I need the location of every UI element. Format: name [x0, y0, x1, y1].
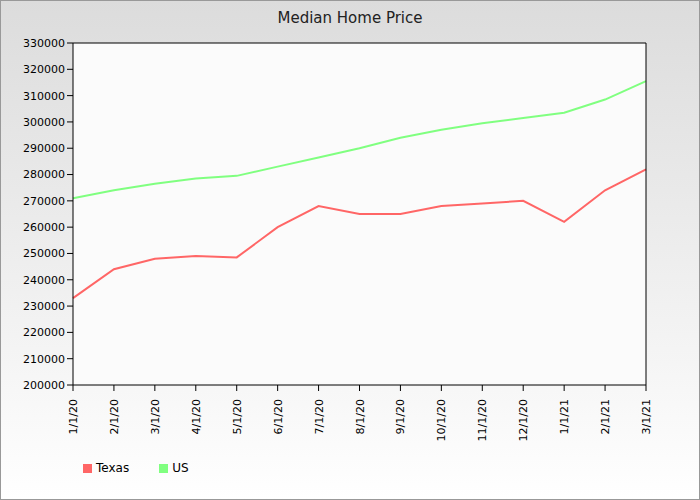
svg-text:300000: 300000 — [23, 116, 65, 129]
html-text:Median Home Price: Median Home Price — [277, 9, 423, 27]
svg-text:290000: 290000 — [23, 142, 65, 155]
svg-text:12/1/20: 12/1/20 — [517, 399, 530, 441]
svg-text:6/1/20: 6/1/20 — [272, 399, 285, 434]
svg-text:9/1/20: 9/1/20 — [394, 399, 407, 434]
svg-text:1/1/20: 1/1/20 — [67, 399, 80, 434]
svg-text:320000: 320000 — [23, 63, 65, 76]
html-text:US: US — [172, 461, 189, 475]
svg-text:8/1/20: 8/1/20 — [354, 399, 367, 434]
svg-text:1/1/21: 1/1/21 — [558, 399, 571, 434]
svg-text:260000: 260000 — [23, 221, 65, 234]
svg-text:220000: 220000 — [23, 326, 65, 339]
svg-text:270000: 270000 — [23, 195, 65, 208]
svg-text:5/1/20: 5/1/20 — [231, 399, 244, 434]
svg-text:250000: 250000 — [23, 247, 65, 260]
svg-text:230000: 230000 — [23, 300, 65, 313]
svg-text:200000: 200000 — [23, 379, 65, 392]
svg-text:4/1/20: 4/1/20 — [190, 399, 203, 434]
svg-text:280000: 280000 — [23, 168, 65, 181]
svg-text:10/1/20: 10/1/20 — [435, 399, 448, 441]
svg-text:310000: 310000 — [23, 90, 65, 103]
svg-text:3/1/20: 3/1/20 — [149, 399, 162, 434]
svg-text:7/1/20: 7/1/20 — [313, 399, 326, 434]
html-text:Texas: Texas — [96, 461, 130, 475]
svg-text:2/1/20: 2/1/20 — [108, 399, 121, 434]
svg-text:3/1/21: 3/1/21 — [640, 399, 653, 434]
svg-text:330000: 330000 — [23, 37, 65, 50]
svg-text:2/1/21: 2/1/21 — [599, 399, 612, 434]
svg-text:11/1/20: 11/1/20 — [476, 399, 489, 441]
svg-text:210000: 210000 — [23, 353, 65, 366]
svg-text:240000: 240000 — [23, 274, 65, 287]
